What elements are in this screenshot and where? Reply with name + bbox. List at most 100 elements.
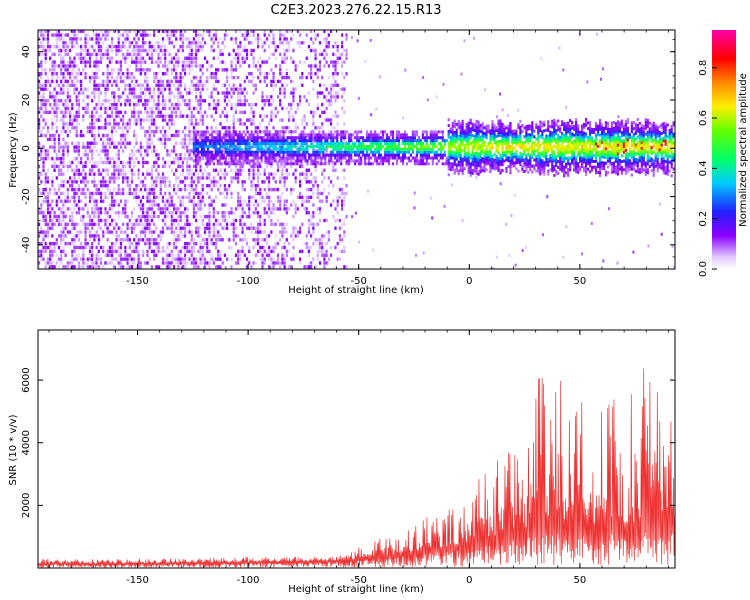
heatmap-cell — [144, 95, 147, 99]
heatmap-cell — [521, 249, 524, 253]
heatmap-cell — [197, 176, 200, 180]
heatmap-cell — [338, 195, 342, 200]
heatmap-cell — [57, 75, 61, 80]
heatmap-cell — [181, 37, 184, 41]
heatmap-cell — [155, 226, 158, 230]
heatmap-cell — [113, 106, 116, 111]
heatmap-cell — [321, 126, 324, 130]
heatmap-cell — [260, 159, 263, 163]
heatmap-cell — [342, 156, 345, 160]
heatmap-cell — [221, 238, 224, 242]
heatmap-cell — [110, 137, 114, 142]
heatmap-cell — [200, 133, 203, 137]
heatmap-cell — [115, 114, 118, 118]
heatmap-cell — [324, 162, 327, 166]
heatmap-cell — [318, 162, 321, 166]
heatmap-cell — [258, 147, 261, 151]
heatmap-cell — [223, 176, 226, 180]
heatmap-cell — [316, 91, 319, 95]
heatmap-cell — [270, 249, 273, 254]
heatmap-cell — [199, 91, 202, 95]
heatmap-cell — [280, 136, 283, 140]
heatmap-cell — [82, 141, 85, 145]
heatmap-cell — [177, 102, 180, 107]
heatmap-cell — [44, 68, 47, 72]
heatmap-cell — [312, 211, 315, 215]
heatmap-cell — [104, 133, 107, 138]
heatmap-cell — [334, 64, 337, 68]
heatmap-cell — [318, 207, 322, 211]
heatmap-cell — [91, 156, 94, 161]
heatmap-cell — [122, 160, 125, 165]
heatmap-cell — [312, 241, 315, 246]
heatmap-cell — [133, 238, 136, 242]
heatmap-cell — [102, 176, 105, 180]
heatmap-cell — [268, 249, 271, 254]
heatmap-cell — [298, 257, 302, 261]
heatmap-cell — [60, 261, 63, 265]
heatmap-cell — [153, 102, 156, 107]
heatmap-cell — [314, 56, 317, 60]
heatmap-cell — [228, 150, 231, 154]
heatmap-cell — [199, 214, 202, 219]
heatmap-cell — [322, 162, 325, 166]
heatmap-cell — [46, 44, 50, 49]
heatmap-cell — [157, 30, 160, 33]
heatmap-cell — [294, 142, 297, 146]
heatmap-cell — [60, 241, 63, 246]
heatmap-cell — [148, 226, 151, 230]
heatmap-cell — [199, 249, 202, 254]
heatmap-cell — [82, 249, 85, 254]
heatmap-cell — [51, 95, 54, 99]
heatmap-cell — [55, 64, 58, 68]
heatmap-cell — [226, 95, 229, 99]
heatmap-cell — [316, 139, 319, 143]
heatmap-cell — [268, 214, 271, 219]
heatmap-cell — [281, 172, 284, 176]
heatmap-cell — [346, 144, 349, 148]
heatmap-cell — [108, 106, 111, 111]
heatmap-cell — [170, 230, 173, 234]
heatmap-cell — [119, 48, 123, 53]
heatmap-cell — [197, 64, 200, 68]
heatmap-cell — [265, 234, 269, 238]
heatmap-cell — [97, 44, 100, 49]
heatmap-cell — [150, 110, 154, 115]
heatmap-cell — [201, 114, 204, 118]
heatmap-cell — [166, 261, 169, 265]
heatmap-cell — [133, 164, 136, 169]
heatmap-cell — [332, 150, 335, 154]
heatmap-cell — [106, 30, 109, 33]
heatmap-cell — [312, 87, 315, 91]
heatmap-cell — [75, 172, 78, 176]
heatmap-cell — [343, 222, 346, 227]
heatmap-cell — [155, 48, 158, 53]
heatmap-cell — [298, 145, 302, 149]
heatmap-cell — [244, 156, 247, 160]
heatmap-cell — [188, 91, 191, 95]
heatmap-cell — [40, 180, 43, 184]
heatmap-cell — [270, 230, 273, 234]
heatmap-cell — [278, 142, 281, 146]
heatmap-cell — [49, 261, 52, 265]
heatmap-cell — [57, 234, 61, 238]
heatmap-cell — [164, 137, 167, 142]
heatmap-cell — [133, 91, 136, 95]
heatmap-cell — [170, 72, 173, 76]
heatmap-cell — [214, 230, 218, 234]
heatmap-cell — [243, 187, 246, 192]
heatmap-cell — [57, 145, 61, 149]
heatmap-cell — [302, 147, 305, 151]
heatmap-cell — [305, 187, 308, 192]
heatmap-cell — [348, 156, 351, 160]
heatmap-cell — [332, 147, 335, 151]
heatmap-cell — [279, 87, 282, 91]
heatmap-cells — [38, 30, 675, 269]
heatmap-cell — [135, 30, 138, 33]
heatmap-cell — [183, 265, 187, 269]
heatmap-cell — [93, 191, 96, 196]
heatmap-cell — [128, 245, 131, 250]
heatmap-cell — [237, 191, 240, 196]
heatmap-cell — [224, 142, 227, 146]
heatmap-cell — [46, 222, 50, 227]
